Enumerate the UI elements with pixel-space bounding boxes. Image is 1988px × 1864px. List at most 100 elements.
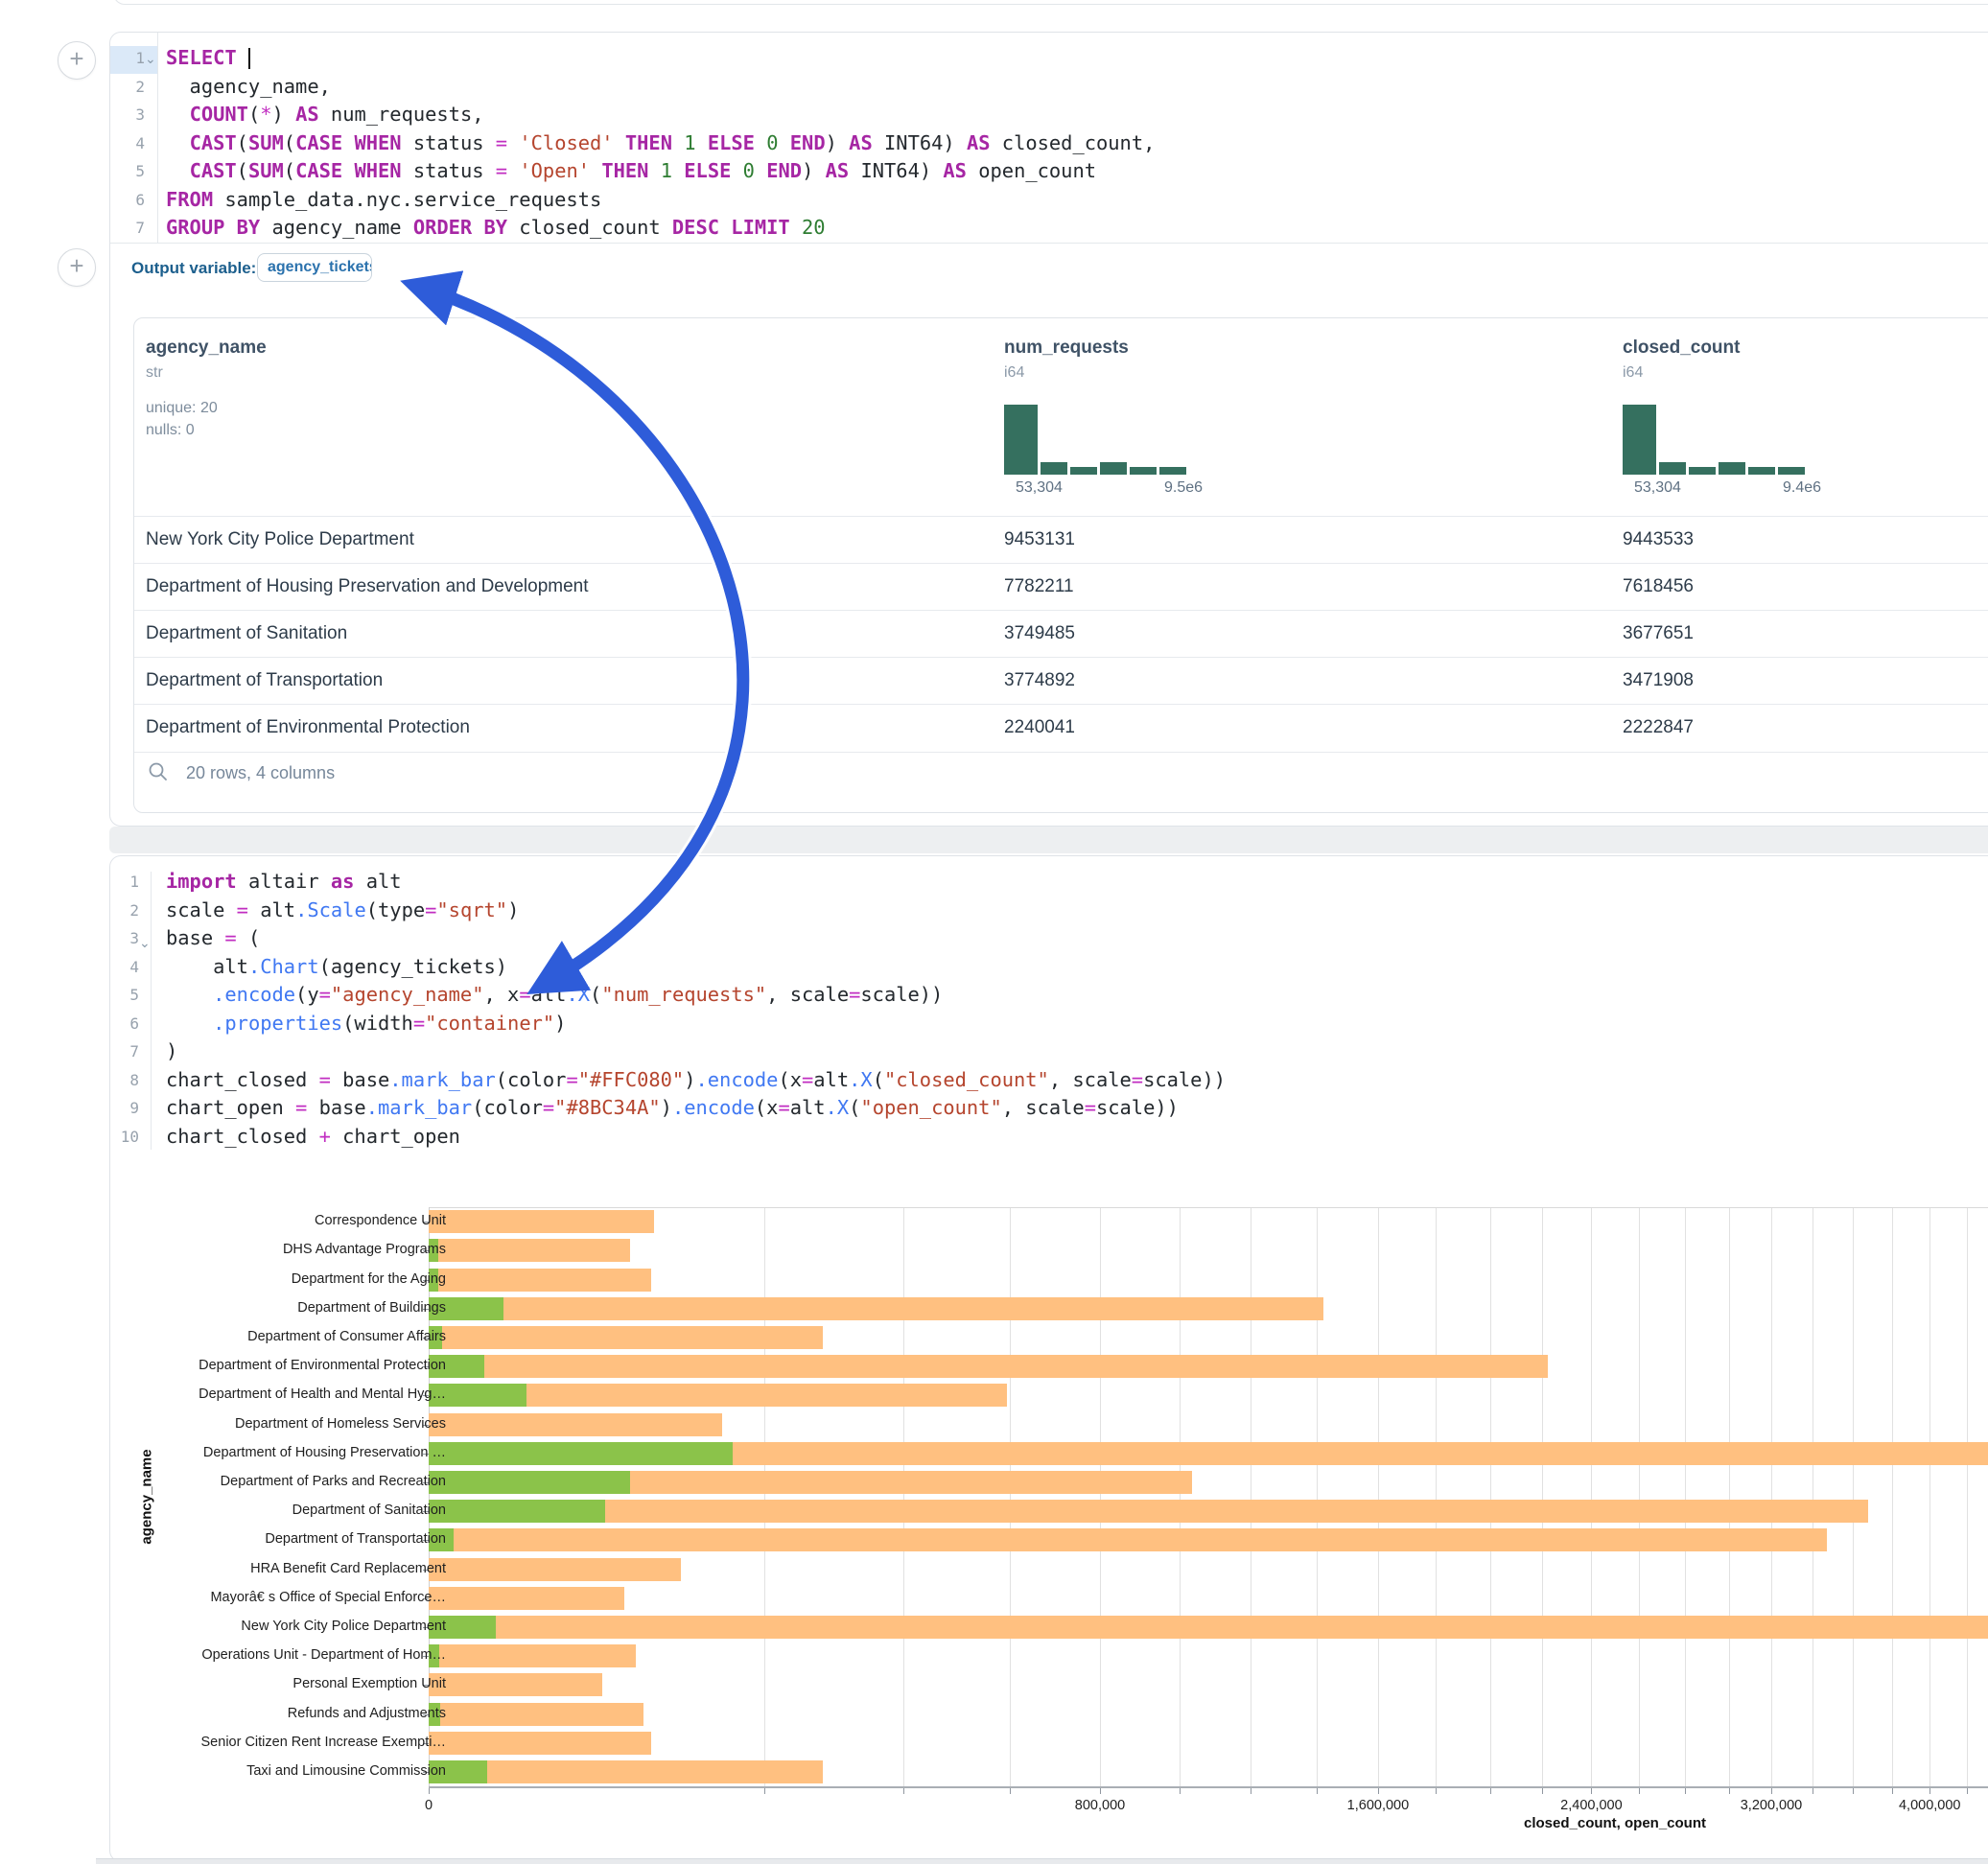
open-count-bar xyxy=(429,1296,504,1320)
add-cell-button-top[interactable]: + xyxy=(58,41,96,80)
y-axis-label: Department of Buildings xyxy=(297,1299,446,1316)
x-axis-label: 2,400,000 xyxy=(1560,1798,1623,1813)
sql-code-line[interactable]: CAST(SUM(CASE WHEN status = 'Closed' THE… xyxy=(189,130,1156,154)
plot-top-border xyxy=(429,1207,1988,1208)
y-axis-label: New York City Police Department xyxy=(241,1618,446,1634)
line-number: 1 xyxy=(129,873,139,891)
sql-cell-card: 1 SELECT 2 agency_name, 3 COUNT(*) AS num_… xyxy=(109,32,1988,827)
python-code-line[interactable]: chart_closed + chart_open xyxy=(166,1124,460,1148)
python-code-line[interactable]: .properties(width="container") xyxy=(213,1011,567,1035)
sql-code-line[interactable]: CAST(SUM(CASE WHEN status = 'Open' THEN … xyxy=(189,159,1097,182)
table-row[interactable]: Department of Environmental Protection 22… xyxy=(134,704,1988,753)
gridline xyxy=(1638,1207,1640,1786)
gridline xyxy=(1100,1207,1101,1786)
open-count-bar xyxy=(429,1239,438,1263)
open-count-bar xyxy=(429,1355,485,1379)
line-number: 3 xyxy=(129,929,139,947)
column-header[interactable]: closed_count xyxy=(1623,338,1741,358)
sql-editor[interactable]: 1 SELECT 2 agency_name, 3 COUNT(*) AS num_… xyxy=(110,33,1988,243)
x-tick xyxy=(1771,1788,1772,1794)
x-tick xyxy=(1966,1788,1968,1794)
table-cell: 3749485 xyxy=(1004,623,1075,643)
table-cell: 7618456 xyxy=(1623,576,1694,596)
x-tick xyxy=(1591,1788,1593,1794)
table-row-count: 20 rows, 4 columns xyxy=(186,763,336,782)
histogram-bar xyxy=(1659,462,1686,475)
histogram-bar xyxy=(1159,467,1186,475)
y-axis-label: Department for the Aging xyxy=(291,1270,446,1287)
table-cell: 2240041 xyxy=(1004,717,1075,737)
sql-code-line[interactable]: FROM sample_data.nyc.service_requests xyxy=(166,187,602,211)
gridline xyxy=(1771,1207,1772,1786)
sql-code-line[interactable]: agency_name, xyxy=(166,74,331,98)
python-code-line[interactable]: chart_open = base.mark_bar(color="#8BC34… xyxy=(166,1096,1179,1119)
python-code-line[interactable]: base = ( xyxy=(166,926,261,949)
table-cell: 7782211 xyxy=(1004,576,1074,596)
line-number: 1 xyxy=(135,49,145,67)
table-cell: 9453131 xyxy=(1004,529,1075,549)
line-number: 4 xyxy=(135,133,145,152)
closed-count-bar xyxy=(429,1325,824,1349)
open-count-bar xyxy=(429,1702,441,1726)
y-tick xyxy=(423,1540,429,1542)
sql-code-line[interactable]: SELECT xyxy=(166,44,250,73)
python-code-line[interactable]: ) xyxy=(166,1039,178,1062)
closed-count-bar xyxy=(429,1644,636,1668)
gridline xyxy=(1728,1207,1730,1786)
x-axis-label: 0 xyxy=(424,1798,433,1813)
table-cell: 9443533 xyxy=(1623,529,1694,549)
python-code-line[interactable]: chart_closed = base.mark_bar(color="#FFC… xyxy=(166,1067,1226,1091)
histogram-bar xyxy=(1689,467,1716,475)
column-header[interactable]: num_requests xyxy=(1004,338,1129,358)
column-type: i64 xyxy=(1004,364,1025,381)
y-axis-label: HRA Benefit Card Replacement xyxy=(250,1560,446,1576)
table-row[interactable]: New York City Police Department 9453131 94… xyxy=(134,516,1988,564)
line-number: 6 xyxy=(135,190,145,209)
gridline xyxy=(1684,1207,1686,1786)
closed-count-bar xyxy=(429,1500,1868,1524)
table-cell: 3774892 xyxy=(1004,670,1075,690)
sql-code-line[interactable]: GROUP BY agency_name ORDER BY closed_cou… xyxy=(166,216,826,239)
x-axis-label: 800,000 xyxy=(1074,1798,1126,1813)
open-count-bar xyxy=(429,1615,496,1639)
histogram-max-label: 9.4e6 xyxy=(1783,479,1822,496)
closed-count-bar xyxy=(429,1528,1828,1552)
open-count-bar xyxy=(429,1500,605,1524)
fold-chevron-icon[interactable]: ⌄ xyxy=(145,51,156,66)
table-row[interactable]: Department of Transportation 3774892 34719… xyxy=(134,657,1988,705)
previous-cell-edge xyxy=(113,0,1988,5)
y-tick xyxy=(423,1771,429,1773)
y-tick xyxy=(423,1395,429,1397)
x-axis-label: 1,600,000 xyxy=(1346,1798,1410,1813)
x-tick xyxy=(764,1788,765,1794)
x-tick xyxy=(1684,1788,1686,1794)
editor-output-divider xyxy=(110,243,1988,244)
y-tick xyxy=(423,1511,429,1513)
table-cell: 2222847 xyxy=(1623,717,1694,737)
sql-code-line[interactable]: COUNT(*) AS num_requests, xyxy=(189,103,484,126)
y-axis-label: Department of Consumer Affairs xyxy=(247,1328,446,1344)
y-tick xyxy=(423,1250,429,1252)
closed-count-bar xyxy=(429,1586,625,1610)
fold-chevron-icon[interactable]: ⌄ xyxy=(139,935,151,950)
table-row[interactable]: Department of Sanitation 3749485 3677651 xyxy=(134,610,1988,658)
gridline xyxy=(1541,1207,1543,1786)
line-number: 8 xyxy=(129,1070,139,1089)
y-tick xyxy=(423,1337,429,1339)
column-stat: nulls: 0 xyxy=(146,422,195,438)
add-cell-button-output[interactable]: + xyxy=(58,248,96,287)
y-tick xyxy=(423,1742,429,1744)
python-code-line[interactable]: import altair as alt xyxy=(166,870,402,893)
column-header[interactable]: agency_name xyxy=(146,338,267,358)
search-icon[interactable] xyxy=(148,761,169,782)
x-axis-line xyxy=(429,1786,1988,1788)
histogram-max-label: 9.5e6 xyxy=(1164,479,1204,496)
closed-count-bar xyxy=(429,1412,723,1436)
table-row[interactable]: Department of Housing Preservation and D… xyxy=(134,563,1988,611)
output-variable-label: Output variable: xyxy=(131,259,257,277)
table-cell: Department of Sanitation xyxy=(146,623,348,643)
output-variable-chip[interactable]: agency_tickets xyxy=(257,253,372,282)
table-cell: Department of Transportation xyxy=(146,670,384,690)
column-type: str xyxy=(146,364,163,381)
